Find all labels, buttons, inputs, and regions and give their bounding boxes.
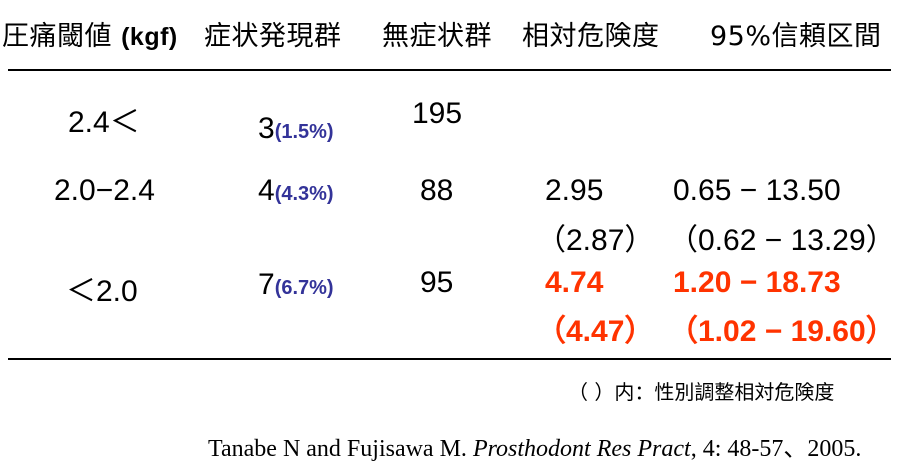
row2-rr: 2.95 [545,174,604,207]
header-rule [8,69,891,71]
footer-rule [8,358,891,360]
citation-details: , 4: 48-57、2005. [690,436,862,462]
header-relative-risk: 相対危険度 [522,21,660,52]
row1-asymptomatic: 195 [412,97,463,130]
row3-symptomatic: 7(6.7%) [258,268,334,302]
header-threshold-label: 圧痛閾値 [2,21,122,52]
citation-authors: Tanabe N and Fujisawa M. [208,436,473,462]
row3-threshold: ＜2.0 [66,275,138,308]
row1-threshold: 2.4＜ [68,106,140,139]
row3-rr-adjusted: （4.47） [536,315,655,348]
row1-symptomatic-pct: (1.5%) [274,121,334,143]
row3-symptomatic-pct: (6.7%) [274,277,334,299]
row2-rr-adjusted: （2.87） [536,224,655,257]
citation-journal: Prosthodont Res Pract [472,436,691,462]
header-symptomatic: 症状発現群 [204,21,342,52]
header-threshold: 圧痛閾値 (kgf) [2,14,178,53]
header-ci: 95%信頼区間 [710,21,882,52]
row3-asymptomatic: 95 [420,266,454,299]
row2-symptomatic-n: 4 [258,174,275,207]
row3-rr: 4.74 [545,266,604,299]
row3-symptomatic-n: 7 [258,268,275,301]
citation: Tanabe N and Fujisawa M. Prosthodont Res… [208,428,861,463]
row2-symptomatic: 4(4.3%) [258,174,334,208]
row1-symptomatic-n: 3 [258,112,275,145]
row2-ci-adjusted: （0.62 − 13.29） [668,224,896,257]
header-threshold-unit: (kgf) [121,23,178,51]
row3-ci: 1.20 − 18.73 [673,266,841,299]
row2-threshold: 2.0−2.4 [54,174,155,207]
row2-ci: 0.65 − 13.50 [673,174,841,207]
header-asymptomatic: 無症状群 [382,21,492,52]
row3-ci-adjusted: （1.02 − 19.60） [668,315,896,348]
row2-symptomatic-pct: (4.3%) [274,183,334,205]
row1-symptomatic: 3(1.5%) [258,112,334,146]
footnote: （ ）内：性別調整相対危険度 [568,380,835,404]
row2-asymptomatic: 88 [420,174,454,207]
